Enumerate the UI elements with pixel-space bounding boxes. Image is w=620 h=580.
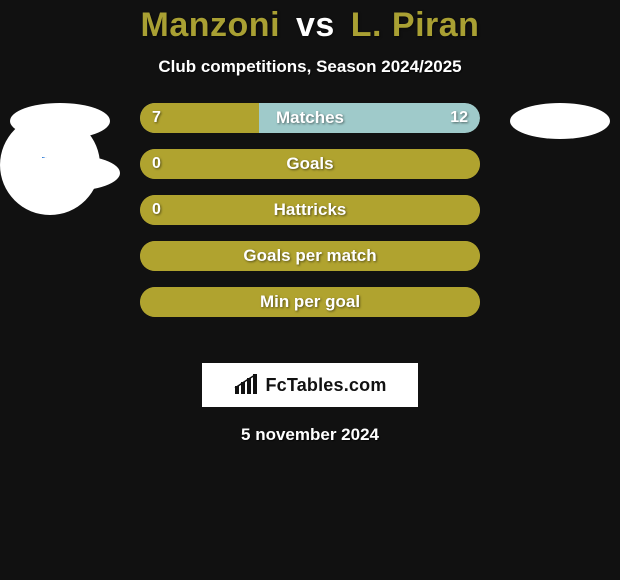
brand-badge: FcTables.com <box>202 363 418 407</box>
stat-bar: Matches712 <box>140 103 480 133</box>
bar-fill-left <box>140 287 480 317</box>
stat-bar: Hattricks0 <box>140 195 480 225</box>
infographic-container: Manzoni vs L. Piran Club competitions, S… <box>0 0 620 580</box>
bar-fill-left <box>140 103 259 133</box>
brand-text: FcTables.com <box>265 375 386 396</box>
bars-column: Matches712 Goals0 Hattricks0 Goals per matc… <box>140 103 480 333</box>
brand-chart-icon <box>233 374 259 396</box>
subtitle: Club competitions, Season 2024/2025 <box>0 57 620 77</box>
title-vs: vs <box>290 6 341 44</box>
bar-fill-left <box>140 241 480 271</box>
date-text: 5 november 2024 <box>0 425 620 445</box>
team-badge-left-2 <box>20 155 120 191</box>
stats-area: ? Matches712Goals0Hattricks0Goals per ma… <box>0 115 620 345</box>
stat-bar: Goals per match <box>140 241 480 271</box>
stat-bar: Goals0 <box>140 149 480 179</box>
bar-fill-left <box>140 149 480 179</box>
team-badge-right-1 <box>510 103 610 139</box>
player1-name: Manzoni <box>141 6 280 44</box>
team-badge-left-1 <box>10 103 110 139</box>
page-title: Manzoni vs L. Piran <box>0 6 620 45</box>
stat-bar: Min per goal <box>140 287 480 317</box>
bar-fill-left <box>140 195 480 225</box>
player2-name: L. Piran <box>351 6 480 44</box>
